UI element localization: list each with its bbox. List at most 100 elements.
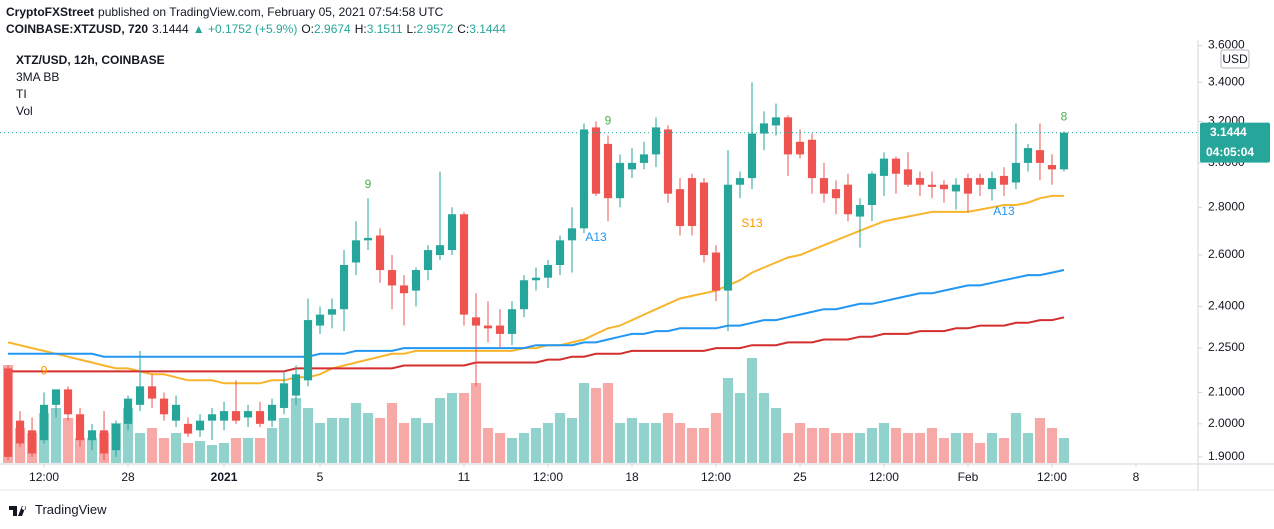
annotation: 9 — [41, 364, 48, 378]
currency-box[interactable] — [1220, 49, 1250, 69]
volume-bar — [854, 433, 866, 463]
candle-body — [3, 368, 13, 457]
y-tick-label: 2.1000 — [1208, 385, 1245, 399]
volume-bar — [614, 423, 626, 463]
y-tick-label: 2.2500 — [1208, 340, 1245, 354]
candle-body — [1059, 132, 1069, 170]
candle-body — [963, 178, 973, 194]
candle-body — [735, 178, 745, 185]
candle-body — [255, 411, 265, 424]
volume-bar — [218, 443, 230, 463]
candle-body — [471, 317, 481, 326]
x-tick-label: 5 — [317, 470, 324, 484]
volume-bar — [194, 441, 206, 463]
candle-body — [327, 309, 337, 315]
candle-body — [711, 252, 721, 291]
volume-bar — [578, 383, 590, 463]
moving-average — [8, 316, 1065, 373]
legend-title: XTZ/USD, 12h, COINBASE — [16, 53, 165, 67]
quote-line: COINBASE:XTZUSD, 720 3.1444 ▲ +0.1752 (+… — [6, 21, 506, 38]
countdown: 04:05:04 — [1206, 145, 1254, 159]
header: CryptoFXStreet published on TradingView.… — [6, 4, 506, 38]
volume-bar — [1058, 438, 1070, 463]
volume-bar — [662, 413, 674, 463]
candle-body — [351, 240, 361, 263]
volume-bar — [242, 438, 254, 463]
volume-bar — [362, 413, 374, 463]
x-tick-label: 2021 — [211, 470, 238, 484]
candle-body — [519, 280, 529, 310]
x-tick-label: 11 — [458, 470, 471, 484]
volume-bar — [302, 408, 314, 463]
volume-bar — [782, 433, 794, 463]
volume-bar — [446, 393, 458, 463]
candle-body — [423, 250, 433, 271]
volume-bar — [314, 423, 326, 463]
candle-body — [219, 411, 229, 421]
candle-body — [243, 411, 253, 418]
candle-body — [267, 404, 277, 421]
candle-body — [567, 228, 577, 241]
volume-bar — [458, 393, 470, 463]
y-tick-label: 1.9000 — [1208, 449, 1245, 463]
candle-body — [651, 127, 661, 155]
candle-body — [39, 404, 49, 441]
x-tick-label: Feb — [958, 470, 979, 484]
candle-layer: 9 9 A13 9 S13 A13 8 — [0, 82, 1198, 461]
volume-bar — [914, 433, 926, 463]
candle-body — [999, 175, 1009, 185]
candle-body — [51, 389, 61, 405]
candle-body — [627, 162, 637, 170]
candle-body — [87, 430, 97, 441]
volume-bar — [962, 433, 974, 463]
volume-bar — [398, 423, 410, 463]
candle-body — [15, 420, 25, 444]
candle-body — [1023, 148, 1033, 163]
candle-body — [795, 141, 805, 155]
candle-body — [675, 189, 685, 226]
moving-average — [8, 269, 1065, 358]
volume-bar — [866, 428, 878, 463]
volume-bar — [146, 428, 158, 463]
y-tick-label: 2.0000 — [1208, 416, 1245, 430]
candle-body — [303, 320, 313, 381]
volume-bar — [410, 418, 422, 463]
indicator: TI — [16, 87, 27, 101]
x-tick-label: 8 — [1133, 470, 1140, 484]
candle-body — [687, 178, 697, 226]
currency[interactable]: USD — [1222, 52, 1248, 66]
volume-bar — [506, 438, 518, 463]
volume-bar — [602, 383, 614, 463]
candle-body — [759, 123, 769, 134]
candle-body — [891, 158, 901, 174]
change: ▲ +0.1752 (+5.9%) — [192, 22, 298, 36]
volume-bar — [518, 433, 530, 463]
volume-bar — [998, 438, 1010, 463]
volume-bar — [842, 433, 854, 463]
candle-body — [987, 178, 997, 190]
ohlc-value: 2.9572 — [416, 22, 454, 36]
y-tick-label: 3.6000 — [1208, 38, 1245, 52]
volume-bar — [554, 413, 566, 463]
volume-bar — [386, 403, 398, 463]
y-tick-label: 3.4000 — [1208, 75, 1245, 89]
volume-bar — [638, 423, 650, 463]
candle-body — [543, 264, 553, 278]
candle-body — [75, 414, 85, 441]
volume-bar — [926, 428, 938, 463]
candle-body — [975, 178, 985, 185]
last-price-label: 3.1444 — [1210, 125, 1247, 139]
candle-body — [771, 117, 781, 126]
volume-bar — [746, 358, 758, 463]
ohlc-label: C: — [457, 22, 470, 36]
candle-body — [411, 270, 421, 291]
candle-body — [1035, 150, 1045, 163]
candle-body — [555, 240, 565, 265]
candle-body — [123, 398, 133, 424]
volume-bar — [974, 443, 986, 463]
candle-body — [447, 214, 457, 251]
volume-bar — [722, 378, 734, 463]
volume-bar — [650, 423, 662, 463]
candle-body — [207, 414, 217, 421]
